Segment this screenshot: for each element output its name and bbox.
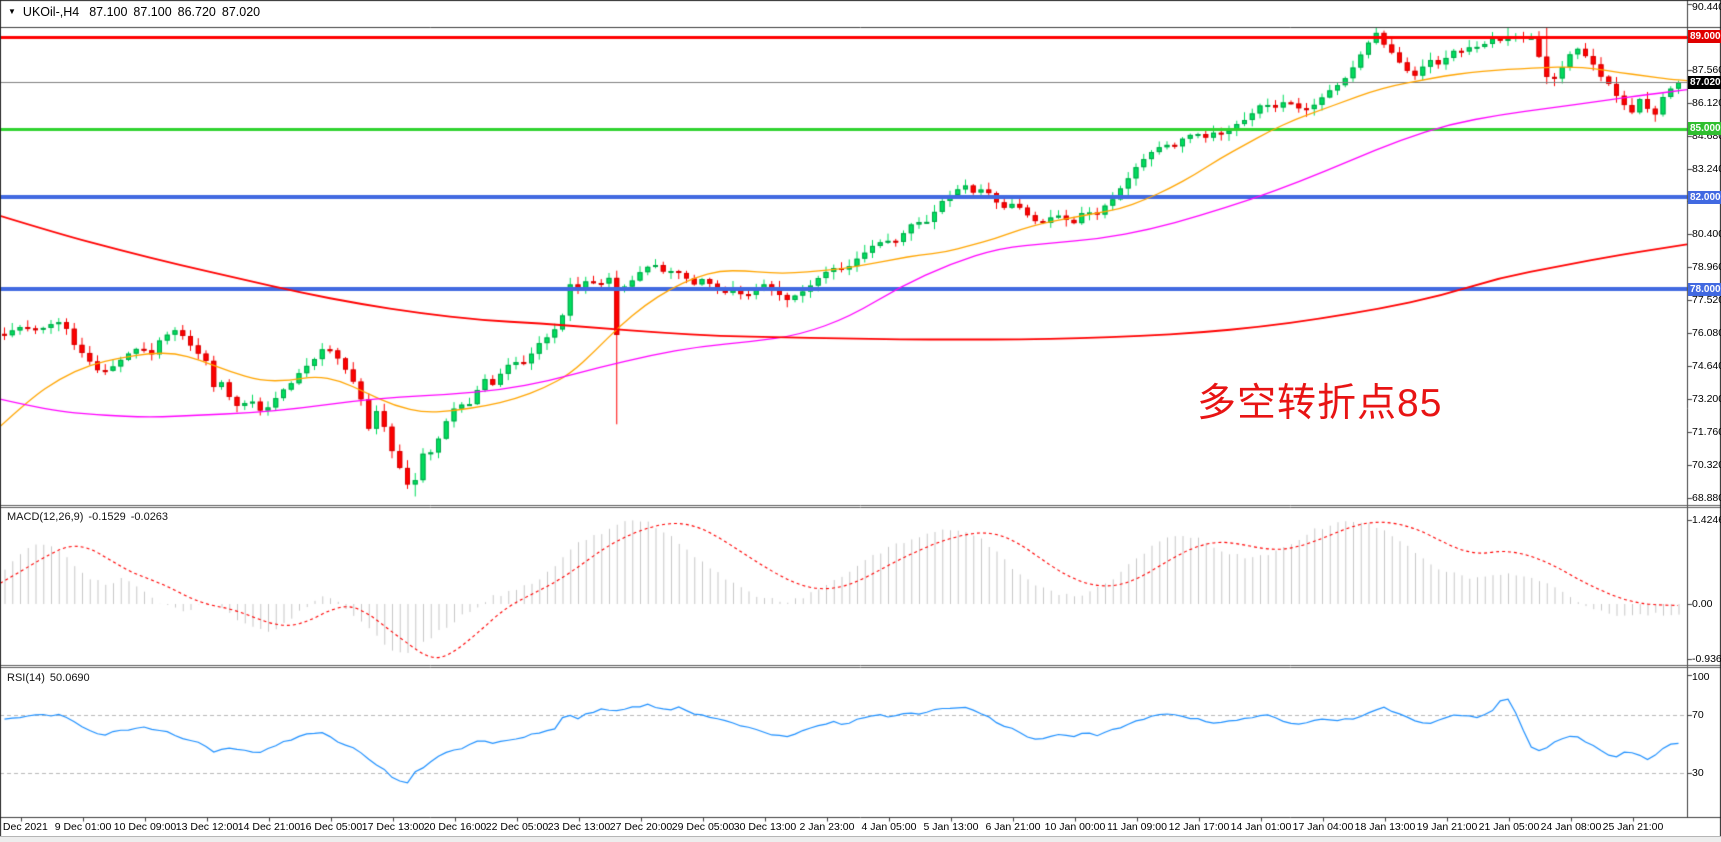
- time-axis-label: 7 Dec 2021: [0, 821, 48, 833]
- price-tick-label: 77.520: [1692, 294, 1721, 306]
- price-tick-label: 78.960: [1692, 261, 1721, 273]
- symbol-period-label: UKOil-,H4: [22, 5, 80, 19]
- time-axis-label: 18 Jan 13:00: [1354, 821, 1416, 833]
- time-axis-label: 17 Dec 13:00: [361, 821, 425, 833]
- ohlc-high: 87.100: [133, 5, 172, 19]
- time-axis-label: 13 Dec 12:00: [175, 821, 239, 833]
- time-axis-label: 22 Dec 05:00: [485, 821, 549, 833]
- rsi-tick-label: 100: [1692, 671, 1710, 683]
- price-tick-label: 87.560: [1692, 64, 1721, 76]
- time-axis-label: 29 Dec 05:00: [671, 821, 735, 833]
- price-level-badge: 82.000: [1688, 191, 1721, 204]
- symbol-dropdown-icon[interactable]: ▼: [8, 7, 16, 16]
- time-axis-label: 30 Dec 13:00: [733, 821, 797, 833]
- time-axis-label: 5 Jan 13:00: [923, 821, 979, 833]
- macd-signal-value: -0.0263: [130, 511, 169, 523]
- macd-label: MACD(12,26,9) -0.1529 -0.0263: [7, 511, 173, 523]
- time-axis-label: 23 Dec 13:00: [547, 821, 611, 833]
- time-axis-label: 19 Jan 21:00: [1416, 821, 1478, 833]
- price-level-badge: 85.000: [1688, 122, 1721, 135]
- price-level-badge: 89.000: [1688, 30, 1721, 43]
- rsi-tick-label: 30: [1692, 767, 1704, 779]
- time-axis-label: 2 Jan 23:00: [799, 821, 855, 833]
- time-axis-label: 4 Jan 05:00: [861, 821, 917, 833]
- macd-tick-label: 0.00: [1692, 598, 1713, 610]
- time-axis-label: 16 Dec 05:00: [299, 821, 363, 833]
- chart-header: ▼ UKOil-,H4 87.100 87.100 86.720 87.020: [8, 5, 266, 19]
- price-tick-label: 74.640: [1692, 360, 1721, 372]
- macd-tick-label: 1.4246: [1692, 514, 1721, 526]
- price-tick-label: 68.880: [1692, 492, 1721, 504]
- rsi-tick-label: 70: [1692, 709, 1704, 721]
- time-axis-label: 11 Jan 09:00: [1107, 821, 1167, 833]
- time-axis-label: 12 Jan 17:00: [1168, 821, 1230, 833]
- time-axis-label: 14 Jan 01:00: [1230, 821, 1292, 833]
- time-axis-label: 25 Jan 21:00: [1602, 821, 1664, 833]
- ohlc-open: 87.100: [89, 5, 128, 19]
- time-axis-label: 10 Jan 00:00: [1044, 821, 1106, 833]
- price-tick-label: 90.440: [1692, 1, 1721, 13]
- time-axis-label: 14 Dec 21:00: [237, 821, 301, 833]
- time-axis-label: 10 Dec 09:00: [113, 821, 177, 833]
- time-axis-label: 17 Jan 04:00: [1292, 821, 1354, 833]
- price-tick-label: 86.120: [1692, 97, 1721, 109]
- rsi-name: RSI(14): [7, 672, 45, 684]
- ohlc-low: 86.720: [177, 5, 216, 19]
- time-axis-label: 24 Jan 08:00: [1540, 821, 1602, 833]
- ohlc-close: 87.020: [221, 5, 261, 19]
- macd-tick-label: -0.9363: [1692, 653, 1721, 665]
- price-tick-label: 80.400: [1692, 228, 1721, 240]
- time-axis-label: 6 Jan 21:00: [985, 821, 1041, 833]
- time-axis-label: 9 Dec 01:00: [54, 821, 112, 833]
- rsi-label: RSI(14) 50.0690: [7, 672, 95, 684]
- time-axis-label: 21 Jan 05:00: [1478, 821, 1540, 833]
- macd-main-value: -0.1529: [88, 511, 126, 523]
- time-axis-label: 20 Dec 16:00: [423, 821, 487, 833]
- rsi-value: 50.0690: [49, 672, 90, 684]
- price-level-badge: 87.020: [1688, 76, 1721, 89]
- price-tick-label: 83.240: [1692, 163, 1721, 175]
- window-bottom-edge: [0, 836, 1721, 842]
- price-level-badge: 78.000: [1688, 283, 1721, 296]
- annotation-text: 多空转折点85: [1197, 382, 1443, 425]
- price-tick-label: 70.320: [1692, 459, 1721, 471]
- price-tick-label: 76.080: [1692, 327, 1721, 339]
- time-axis-label: 27 Dec 20:00: [609, 821, 673, 833]
- price-tick-label: 71.760: [1692, 426, 1721, 438]
- macd-name: MACD(12,26,9): [7, 511, 84, 523]
- price-tick-label: 73.200: [1692, 393, 1721, 405]
